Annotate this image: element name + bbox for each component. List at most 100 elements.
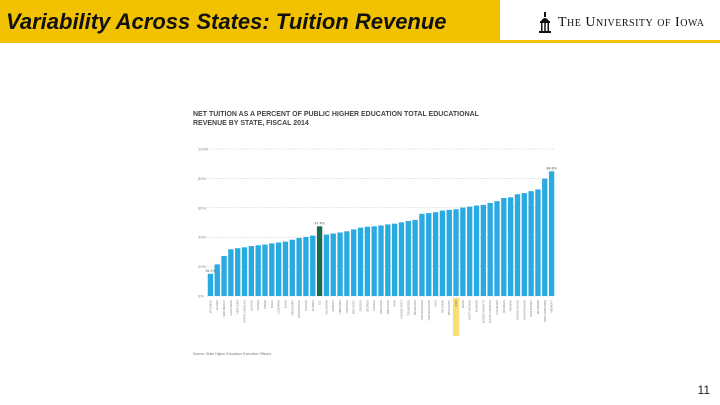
x-tick-label: OREGON [359, 300, 363, 312]
x-tick-label: WEST VIRGINIA [468, 300, 472, 320]
x-tick-label: DELAWARE [536, 300, 540, 315]
x-tick-label: UTAH [393, 300, 397, 307]
bar-maryland [385, 224, 391, 296]
x-tick-label: LOUISIANA [277, 300, 281, 314]
bar-new-york [235, 248, 241, 296]
bar-michigan [501, 197, 507, 296]
bar-texas [269, 243, 275, 296]
bar-north-dakota [426, 213, 432, 296]
x-tick-label: WISCONSIN [447, 300, 451, 315]
x-tick-label: VIRGINIA [509, 300, 513, 312]
x-tick-label: ILLINOIS [249, 300, 253, 311]
bar-pennsylvania [521, 193, 527, 296]
bar-u-s- [316, 226, 323, 296]
bar-wisconsin [446, 209, 452, 296]
bar-nebraska [337, 232, 343, 296]
x-tick-label: MISSOURI [440, 300, 444, 313]
bar-rhode-island [514, 194, 521, 296]
bar-colorado [494, 201, 500, 296]
x-tick-label: OHIO [434, 300, 438, 307]
old-capitol-icon [539, 12, 551, 33]
bar-new-mexico [221, 256, 227, 296]
y-tick-label: 20% [198, 264, 206, 269]
x-tick-label: NEW YORK [236, 300, 240, 314]
bar-wyoming [207, 273, 214, 296]
x-tick-label: SOUTH CAROLINA [488, 300, 492, 323]
x-tick-label: GEORGIA [365, 300, 369, 312]
title-banner [0, 0, 500, 43]
x-tick-label: COLORADO [495, 300, 499, 315]
y-tick-label: 60% [198, 205, 206, 210]
x-tick-label: INDIANA [372, 300, 376, 311]
bar-indiana [371, 226, 377, 296]
logo-text: The University of Iowa [558, 15, 705, 30]
bar-missouri [439, 210, 446, 296]
bar-west-virginia [467, 206, 473, 296]
chart-title-line1: NET TUITION AS A PERCENT OF PUBLIC HIGHE… [193, 111, 479, 118]
bar-north-carolina [241, 247, 248, 296]
x-tick-label: WYOMING [208, 300, 212, 313]
max-data-label: 84.8% [546, 166, 557, 170]
bar-minnesota [412, 219, 418, 296]
chart-title-line2: REVENUE BY STATE, FISCAL 2014 [193, 120, 309, 127]
bar-florida [310, 235, 316, 296]
x-tick-label: VERMONT [550, 300, 554, 313]
x-tick-label: IDAHO [283, 300, 287, 308]
bar-alaska [214, 264, 220, 296]
bar-mississippi [289, 239, 295, 296]
x-tick-label: MISSISSIPPI [290, 300, 294, 316]
chart: NET TUITION AS A PERCENT OF PUBLIC HIGHE… [185, 100, 575, 360]
bar-arizona [330, 233, 336, 296]
x-tick-label: MINNESOTA [413, 300, 417, 315]
x-tick-label: OKLAHOMA [324, 300, 328, 315]
bar-illinois [248, 246, 255, 296]
bar-idaho [282, 241, 289, 296]
y-tick-label: 40% [198, 235, 206, 240]
bar-arkansas [378, 225, 384, 296]
x-tick-label: PENNSYLVANIA [522, 300, 526, 320]
x-tick-label: SOUTH DAKOTA [420, 300, 424, 321]
bar-iowa [453, 209, 459, 296]
bar-tennessee [405, 221, 411, 296]
x-tick-label: CALIFORNIA [229, 300, 233, 316]
x-tick-label: CONNECTICUT [399, 300, 403, 319]
x-tick-label: NEVADA [256, 300, 260, 311]
x-tick-label: MAINE [461, 300, 465, 308]
header-rule [0, 40, 720, 43]
y-tick-label: 100% [198, 147, 209, 152]
bar-vermont [548, 171, 555, 296]
y-tick-label: 80% [198, 176, 206, 181]
x-tick-label: U.S. [318, 300, 322, 305]
bar-ohio [432, 212, 439, 296]
page-number: 11 [697, 383, 710, 397]
x-tick-label: MASSACHUSETTS [481, 300, 485, 323]
bar-delaware [535, 189, 541, 296]
bar-south-dakota [419, 213, 425, 296]
bar-louisiana [275, 242, 282, 296]
min-data-label: 15.1% [205, 269, 216, 273]
bar-montana [344, 231, 350, 296]
bar-maine [460, 207, 466, 296]
x-tick-label: ALASKA [215, 300, 219, 310]
x-tick-label: TENNESSEE [406, 300, 410, 316]
x-tick-label: NORTH CAROLINA [243, 300, 247, 323]
x-tick-label: NEW JERSEY [529, 300, 533, 317]
y-tick-label: 0% [198, 294, 204, 299]
x-tick-label: ARIZONA [331, 300, 335, 312]
bar-nevada [255, 245, 261, 296]
bar-massachusetts [480, 204, 487, 296]
chart-plot: 0% 20% 40% 60% 80% 100% WYOMING ALASKA NEW MEXIC… [198, 147, 557, 336]
x-tick-label: ARKANSAS [379, 300, 383, 314]
x-tick-label: KANSAS [304, 300, 308, 311]
x-tick-label: MARYLAND [386, 300, 390, 314]
x-tick-label: KENTUCKY [352, 300, 356, 314]
x-tick-label: RHODE ISLAND [515, 300, 519, 320]
x-tick-label: NORTH DAKOTA [427, 300, 431, 321]
x-tick-label: MICHIGAN [502, 300, 506, 313]
x-tick-label: TEXAS [270, 300, 274, 309]
bar-kansas [303, 236, 309, 296]
bar-virginia [507, 197, 514, 296]
chart-title: NET TUITION AS A PERCENT OF PUBLIC HIGHE… [193, 110, 523, 128]
bar-south-carolina [487, 202, 493, 296]
bar-georgia [364, 226, 371, 296]
